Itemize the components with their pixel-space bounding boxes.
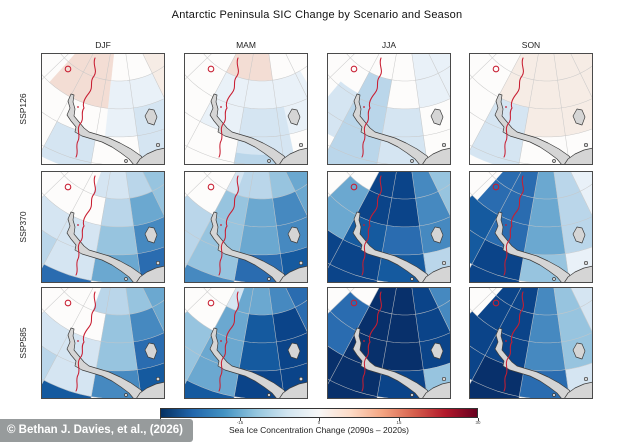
colorbar-tick-label: 0 [317, 420, 321, 425]
map-panel-ssp126-son [469, 53, 593, 165]
land-antarctic-peninsula [352, 211, 451, 283]
map-panel-ssp585-jja [327, 287, 451, 399]
land-antarctic-peninsula [209, 93, 308, 165]
map-panel-ssp126-jja [327, 53, 451, 165]
sea-ice-edge-contour [64, 175, 96, 276]
column-header-djf: DJF [95, 40, 111, 50]
graticule [469, 171, 593, 283]
sea-ice-edge-contour [492, 291, 524, 392]
land-antarctic-peninsula [66, 211, 165, 283]
map-panel-ssp126-mam [184, 53, 308, 165]
colorbar-label: Sea Ice Concentration Change (2090s – 20… [228, 425, 410, 435]
map-panel-ssp370-jja [327, 171, 451, 283]
row-label-ssp370: SSP370 [18, 211, 28, 243]
figure-title: Antarctic Peninsula SIC Change by Scenar… [171, 9, 463, 21]
land-antarctic-peninsula [209, 327, 308, 399]
map-panel-ssp585-son [469, 287, 593, 399]
land-antarctic-peninsula [66, 327, 165, 399]
column-header-jja: JJA [381, 40, 397, 50]
sea-ice-edge-contour [350, 175, 382, 276]
land-antarctic-peninsula [494, 327, 593, 399]
column-header-mam: MAM [236, 40, 256, 50]
map-panel-ssp585-djf [41, 287, 165, 399]
watermark-credit: © Bethan J. Davies, et al., (2026) [0, 419, 193, 442]
land-antarctic-peninsula [66, 93, 165, 165]
sea-ice-edge-contour [207, 291, 239, 392]
sea-ice-edge-contour [492, 175, 524, 276]
land-antarctic-peninsula [494, 211, 593, 283]
map-panel-ssp370-mam [184, 171, 308, 283]
colorbar-tickmark [398, 418, 400, 421]
colorbar-tick-label: 30 [475, 420, 481, 425]
row-label-ssp585: SSP585 [18, 327, 28, 359]
row-label-ssp126: SSP126 [18, 93, 28, 125]
sea-ice-edge-contour [207, 175, 239, 276]
colorbar-tickmark [478, 418, 479, 421]
colorbar-tick-label: -15 [236, 420, 243, 425]
map-panel-ssp370-djf [41, 171, 165, 283]
sea-ice-edge-contour [64, 57, 96, 158]
map-panel-ssp585-mam [184, 287, 308, 399]
sea-ice-edge-contour [207, 57, 239, 158]
land-antarctic-peninsula [352, 327, 451, 399]
sea-ice-edge-contour [64, 291, 96, 392]
colorbar-tick-label: 15 [396, 420, 401, 425]
colorbar-tickmark [239, 418, 241, 421]
sea-ice-edge-contour [492, 57, 524, 158]
map-panel-ssp370-son [469, 171, 593, 283]
land-antarctic-peninsula [352, 93, 451, 165]
land-antarctic-peninsula [494, 93, 593, 165]
map-panel-ssp126-djf [41, 53, 165, 165]
sea-ice-edge-contour [350, 57, 382, 158]
column-header-son: SON [521, 40, 541, 50]
land-antarctic-peninsula [209, 211, 308, 283]
colorbar-gradient [160, 408, 478, 418]
colorbar-tickmark [319, 418, 320, 421]
sea-ice-edge-contour [350, 291, 382, 392]
